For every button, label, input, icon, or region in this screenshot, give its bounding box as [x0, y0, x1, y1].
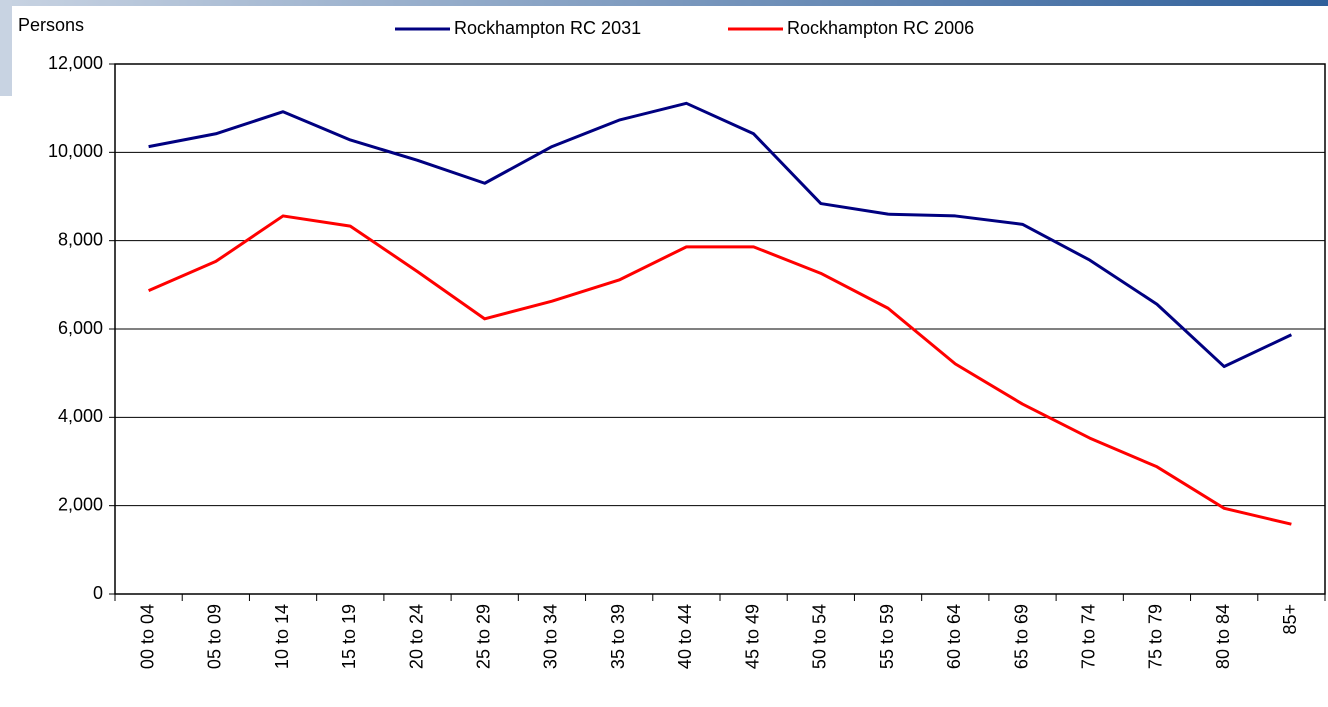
- y-tick-label: 2,000: [58, 494, 103, 514]
- legend-label: Rockhampton RC 2006: [787, 18, 974, 38]
- x-tick-label: 55 to 59: [877, 604, 897, 669]
- x-tick-label: 10 to 14: [272, 604, 292, 669]
- x-tick-label: 15 to 19: [339, 604, 359, 669]
- x-tick-label: 65 to 69: [1011, 604, 1031, 669]
- legend-label: Rockhampton RC 2031: [454, 18, 641, 38]
- x-tick-label: 50 to 54: [810, 604, 830, 669]
- x-tick-label: 75 to 79: [1146, 604, 1166, 669]
- x-tick-label: 60 to 64: [944, 604, 964, 669]
- x-tick-label: 25 to 29: [473, 604, 493, 669]
- y-tick-label: 12,000: [48, 53, 103, 73]
- x-tick-label: 85+: [1280, 604, 1300, 635]
- x-tick-label: 20 to 24: [406, 604, 426, 669]
- side-band: [0, 0, 12, 96]
- x-tick-label: 80 to 84: [1213, 604, 1233, 669]
- x-tick-label: 35 to 39: [608, 604, 628, 669]
- x-tick-label: 05 to 09: [205, 604, 225, 669]
- y-tick-label: 4,000: [58, 406, 103, 426]
- y-tick-label: 8,000: [58, 229, 103, 249]
- y-axis-label: Persons: [18, 15, 84, 35]
- y-tick-label: 0: [93, 583, 103, 603]
- series-line: [148, 214, 1292, 526]
- header-band: [0, 0, 1328, 6]
- x-tick-label: 30 to 34: [541, 604, 561, 669]
- x-tick-label: 70 to 74: [1078, 604, 1098, 669]
- x-tick-label: 00 to 04: [137, 604, 157, 669]
- y-tick-label: 10,000: [48, 141, 103, 161]
- y-tick-label: 6,000: [58, 318, 103, 338]
- x-tick-label: 45 to 49: [742, 604, 762, 669]
- series-line: [148, 101, 1293, 369]
- x-tick-label: 40 to 44: [675, 604, 695, 669]
